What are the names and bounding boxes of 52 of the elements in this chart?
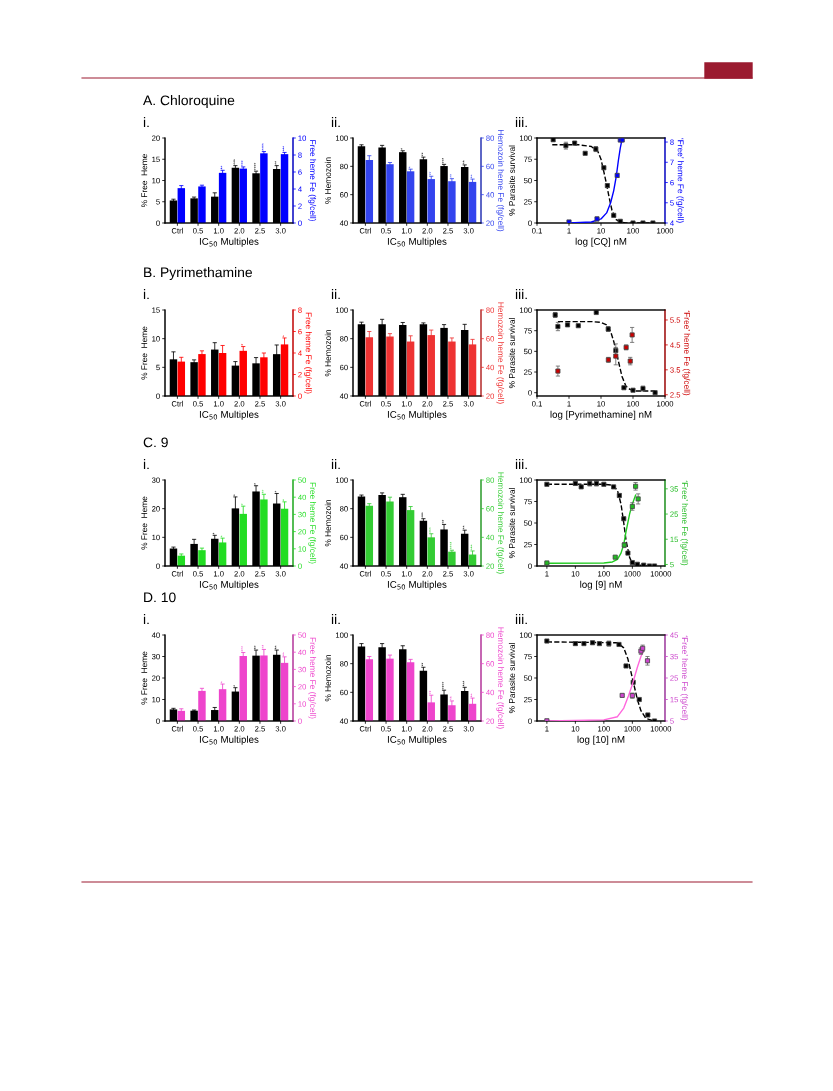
y-axis-title: % Parasite survival [508,643,515,714]
y2-axis-title: Hemozoin heme Fe (fg/cell) [496,302,505,404]
y-axis-title: % Parasite survival [508,145,515,216]
x-axis-title: IC$_{50}$ Multiples [387,410,447,420]
chart-title: ii. [331,614,340,625]
y-axis-title: % Hemozoin [324,654,331,702]
chart-title: iii. [515,459,527,470]
chart-title: iii. [515,117,527,128]
x-axis-title: log [10] nM [577,735,625,745]
chart-title: ii. [331,117,340,128]
y2-axis-title: Hemozoin heme Fe (fg/cell) [496,130,505,232]
x-axis-title: IC$_{50}$ Multiples [199,580,259,590]
y2-axis-title: Free heme Fe (fg/cell) [308,637,317,719]
y-axis-title: % Free Heme [141,326,148,380]
chart-title: i. [143,614,149,625]
y-axis-title: % Hemozoin [324,157,331,204]
y-axis-title: % Hemozoin [324,499,331,547]
y2-axis-title: Free heme Fe (fg/cell) [304,312,312,394]
x-axis-title: log [CQ] nM [575,237,627,247]
y2-axis-title: Free heme Fe (fg/cell) [308,140,317,221]
y-axis-title: % Free Heme [141,154,148,208]
chart-title: ii. [331,459,340,470]
x-axis-title: IC$_{50}$ Multiples [199,735,259,745]
x-axis-title: IC$_{50}$ Multiples [199,410,259,420]
chart-title: i. [143,289,149,300]
x-axis-title: log [9] nM [580,580,622,590]
text: C. 9 [143,437,168,448]
y-axis-title: % Free Heme [141,651,148,705]
chart-title: i. [143,117,149,128]
y2-axis-title: ‘Free’ heme Fe (fg/cell) [680,480,689,566]
chart-title: i. [143,459,149,470]
y2-axis-title: ‘Free’ heme Fe (fg/cell) [676,138,684,223]
x-axis-title: IC$_{50}$ Multiples [199,237,259,247]
chart-title: iii. [515,614,527,625]
y2-axis-title: Hemozoin heme Fe (fg/cell) [496,472,505,574]
y2-axis-title: ‘Free’ heme Fe (fg/cell) [680,635,689,721]
x-axis-title: IC$_{50}$ Multiples [387,580,447,590]
text: A. Chloroquine [143,95,235,108]
chart-title: ii. [331,289,340,300]
y-axis-title: % Parasite survival [508,318,515,389]
x-axis-title: IC$_{50}$ Multiples [387,735,447,745]
y-axis-title: % Parasite survival [508,488,515,559]
chart-title: iii. [515,289,527,300]
y2-axis-title: Free heme Fe (fg/cell) [308,482,317,564]
y2-axis-title: ‘Free’ heme Fe (fg/cell) [682,310,691,396]
y-axis-title: % Hemozoin [324,329,331,377]
y-axis-title: % Free Heme [141,496,148,550]
x-axis-title: IC$_{50}$ Multiples [387,237,447,247]
x-axis-title: log [Pyrimethamine] nM [550,410,652,420]
text: B. Pyrimethamine [144,267,252,280]
text: D. 10 [144,592,176,603]
y2-axis-title: Hemozoin heme Fe (fg/cell) [496,627,505,729]
